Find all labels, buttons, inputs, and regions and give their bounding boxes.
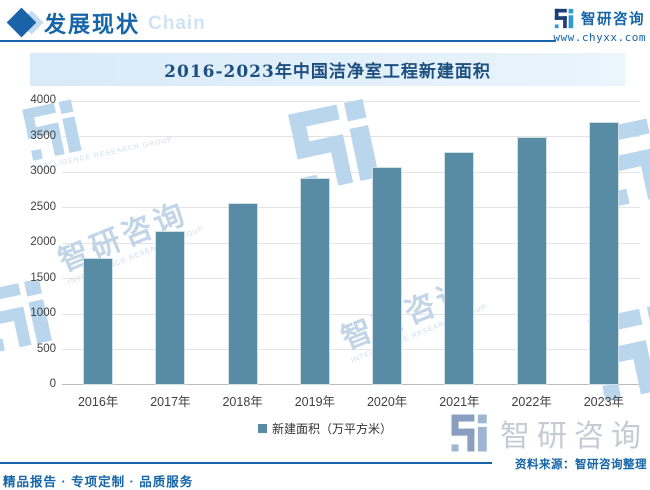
y-tick-label: 3500 [30,129,56,142]
y-tick-label: 1000 [30,307,56,319]
footer-logo-icon [451,414,487,452]
brand-logo-block: 智研咨询 [553,7,645,30]
gridline [62,278,640,279]
services-tagline: 精品报告 · 专项定制 · 品质服务 [3,475,194,489]
header-divider [0,40,556,42]
gridline [62,171,640,173]
brand-logo-icon [554,8,574,29]
y-tick-label: 4000 [30,94,56,106]
chart-title-banner: 2016-2023年中国洁净室工程新建面积 [30,53,625,86]
bar-2017年 [156,232,185,384]
footer-divider [0,462,492,464]
y-tick-label: 0 [49,378,56,390]
x-tick-label: 2022年 [511,395,552,409]
header-background-watermark: Chain [148,13,206,34]
brand-url: www.chyxx.com [553,31,646,44]
y-axis-labels: 0 500 1000 1500 2000 2500 3000 3500 4000 [0,94,56,390]
plot-area [62,100,640,385]
y-tick-label: 2000 [30,236,56,248]
x-tick-label: 2021年 [439,395,480,409]
x-tick-label: 2020年 [366,395,408,409]
legend-marker-swatch [257,424,267,433]
x-tick-label: 2017年 [150,395,191,409]
bar-2019年 [300,178,329,384]
legend-label: 新建面积（万平方米） [271,422,392,436]
y-tick-label: 2500 [30,200,56,213]
y-tick-label: 1500 [30,271,56,284]
gridline [62,136,640,137]
bar-2022年 [517,138,546,384]
gridline [62,207,640,208]
data-source-label: 资料来源：智研咨询整理 [515,459,647,471]
brand-name: 智研咨询 [581,12,645,28]
y-tick-label: 3000 [30,165,56,177]
bar-2018年 [228,204,257,384]
footer-brand-watermark: 智研咨询 [448,411,648,455]
x-tick-label: 2016年 [77,395,119,409]
y-tick-label: 500 [36,342,56,355]
bar-2016年 [84,259,113,384]
section-bullet-diamond-icon [6,7,49,38]
gridline [62,100,640,102]
bar-2021年 [445,153,474,384]
bar-2020年 [373,168,402,384]
chart-title: 2016-2023年中国洁净室工程新建面积 [164,62,491,82]
chart-legend: 新建面积（万平方米） [0,420,650,437]
section-title: 发展现状 [44,12,141,37]
bar-2023年 [589,123,618,384]
x-tick-label: 2023年 [583,395,625,409]
x-tick-label: 2019年 [294,395,336,409]
gridline [62,313,640,315]
footer-brand-name: 智研咨询 [500,420,648,453]
x-axis-labels: 2016年 2017年 2018年 2019年 2020年 2021年 2022年 2023年 [62,391,640,409]
gridline [62,349,640,350]
gridline [62,242,640,244]
x-tick-label: 2018年 [222,395,263,409]
